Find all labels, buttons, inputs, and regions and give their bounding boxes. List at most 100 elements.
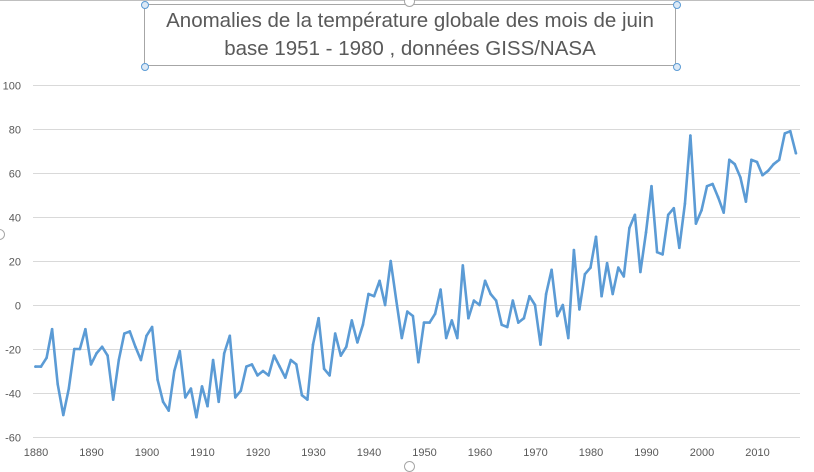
data-point — [572, 248, 576, 252]
data-point — [772, 162, 775, 166]
data-point — [406, 310, 409, 313]
data-point — [156, 378, 159, 382]
data-point — [400, 336, 404, 340]
data-point — [439, 288, 442, 291]
data-point — [428, 321, 431, 324]
data-point — [261, 369, 265, 373]
data-point — [234, 396, 237, 399]
data-point — [578, 308, 581, 311]
data-point — [755, 160, 759, 164]
data-point — [628, 226, 631, 230]
data-point — [139, 358, 143, 362]
chart-resize-handle-bottom[interactable] — [404, 461, 415, 472]
data-point — [195, 415, 198, 419]
x-tick-label: 1880 — [24, 447, 48, 459]
series-layer — [34, 129, 798, 419]
gridlines — [33, 85, 800, 438]
data-point — [683, 202, 687, 206]
series-line[interactable] — [34, 129, 798, 419]
data-point — [39, 365, 43, 368]
data-point — [217, 400, 220, 404]
title-resize-handle-bottom-left[interactable] — [141, 63, 149, 71]
data-point — [239, 389, 243, 393]
data-point — [789, 129, 792, 133]
data-point — [611, 292, 614, 296]
data-point — [167, 409, 170, 412]
data-point — [211, 358, 215, 362]
data-point — [73, 347, 76, 351]
data-point — [605, 261, 609, 265]
data-point — [422, 321, 426, 324]
data-point — [306, 398, 309, 401]
data-point — [45, 356, 48, 360]
data-point — [289, 358, 293, 362]
data-point — [661, 253, 664, 256]
data-point — [705, 184, 709, 188]
data-point — [372, 294, 376, 298]
data-point — [278, 365, 282, 368]
data-point — [206, 404, 209, 408]
data-point — [539, 343, 542, 346]
chart-title-line-2: base 1951 - 1980 , données GISS/NASA — [224, 37, 596, 60]
title-resize-handle-top-right[interactable] — [673, 1, 681, 9]
data-point — [739, 176, 742, 179]
data-point — [783, 132, 787, 135]
data-point — [722, 211, 725, 214]
data-point — [189, 387, 193, 390]
x-tick-label: 1890 — [79, 447, 103, 459]
data-point — [583, 272, 587, 276]
data-point — [678, 246, 681, 250]
data-point — [328, 374, 331, 377]
data-point — [84, 327, 87, 331]
x-tick-label: 2000 — [690, 447, 714, 459]
data-point — [733, 162, 737, 166]
x-tick-label: 1910 — [190, 447, 214, 459]
data-point — [89, 363, 93, 366]
x-tick-label: 1990 — [634, 447, 658, 459]
x-tick-label: 1940 — [357, 447, 381, 459]
data-point — [389, 259, 393, 263]
data-point — [245, 365, 248, 368]
x-tick-label: 1930 — [301, 447, 325, 459]
x-tick-label: 1900 — [135, 447, 159, 459]
data-point — [450, 319, 454, 322]
data-point — [472, 299, 476, 302]
data-point — [433, 312, 437, 316]
data-point — [500, 323, 504, 327]
title-resize-handle-top-left[interactable] — [141, 1, 149, 9]
x-tick-label: 2010 — [745, 447, 769, 459]
data-point — [356, 341, 359, 344]
data-point — [128, 330, 132, 333]
x-tick-label: 1920 — [246, 447, 270, 459]
data-point — [322, 367, 326, 371]
data-point — [744, 200, 748, 203]
y-tick-label: 60 — [9, 169, 21, 181]
data-point — [589, 266, 592, 269]
data-point — [222, 352, 226, 355]
data-point — [78, 347, 82, 351]
data-point — [522, 316, 526, 320]
chart-title[interactable]: Anomalies de la température globale des … — [144, 4, 676, 66]
data-point — [594, 235, 598, 239]
data-point — [350, 319, 354, 322]
data-point — [145, 334, 148, 338]
x-tick-label: 1960 — [468, 447, 492, 459]
data-point — [506, 325, 509, 329]
chart-resize-handle-top[interactable] — [404, 0, 415, 7]
title-resize-handle-bottom-right[interactable] — [673, 63, 681, 71]
data-point — [561, 303, 565, 307]
data-point — [34, 365, 37, 368]
y-tick-label: 0 — [15, 301, 21, 313]
data-point — [184, 396, 187, 399]
data-point — [361, 323, 365, 327]
data-point — [50, 327, 54, 331]
data-point — [284, 376, 287, 379]
data-point — [689, 134, 692, 137]
data-point — [95, 352, 98, 355]
data-point — [617, 266, 620, 269]
data-point — [639, 270, 642, 274]
x-tick-label: 1970 — [523, 447, 547, 459]
y-tick-label: 20 — [9, 257, 21, 269]
